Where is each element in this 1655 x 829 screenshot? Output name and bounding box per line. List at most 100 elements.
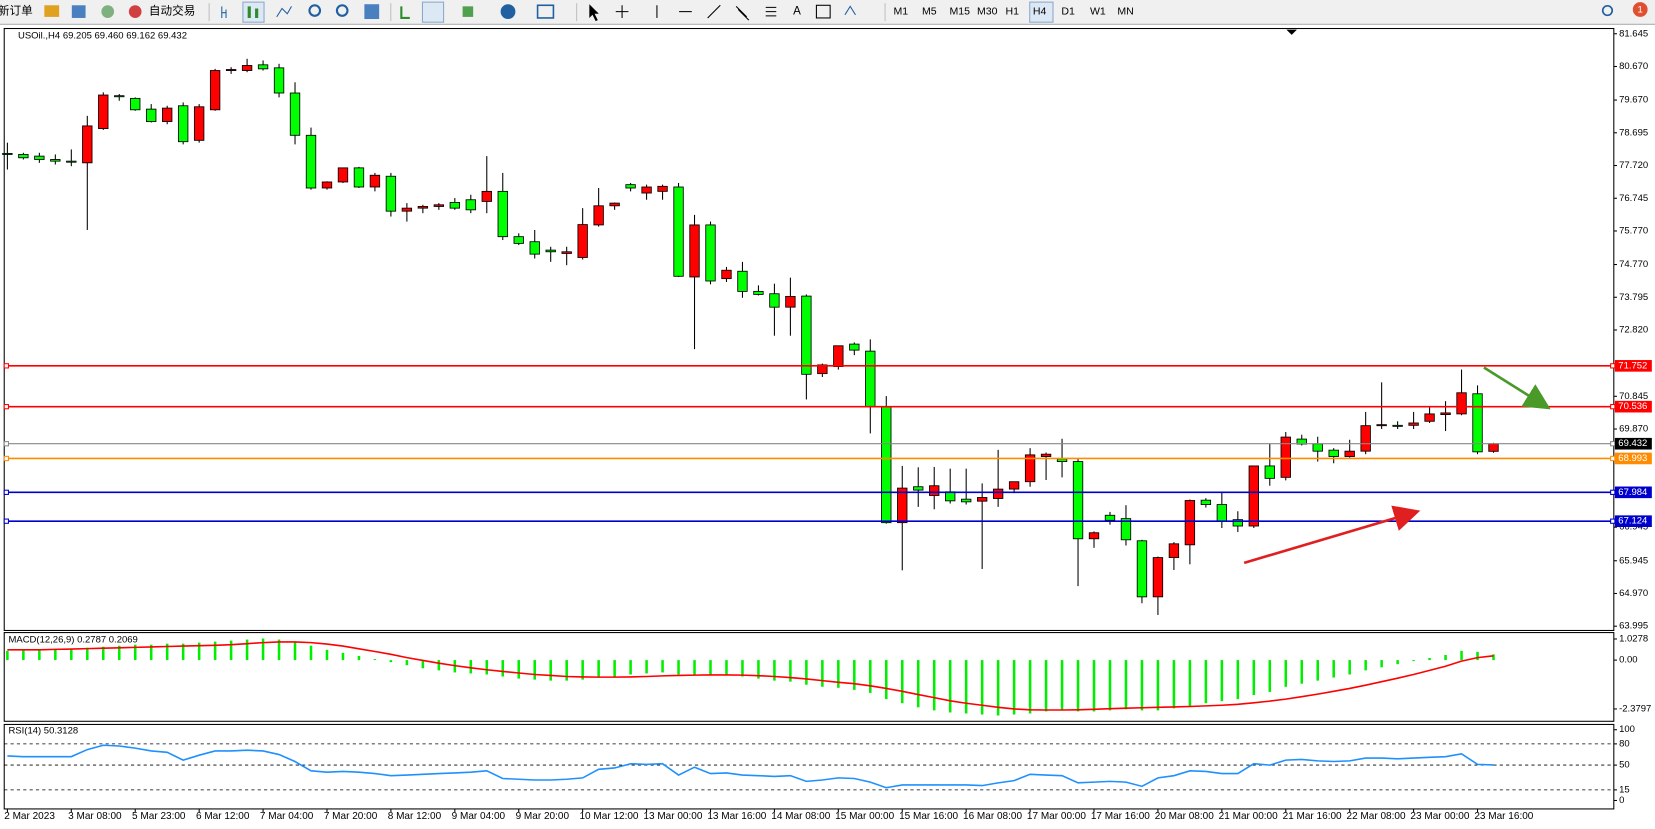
histogram-bar (661, 660, 664, 673)
x-tick-label: 15 Mar 00:00 (835, 811, 894, 822)
candle-body (657, 185, 668, 192)
histogram-bar (1268, 660, 1272, 692)
icon[interactable] (242, 1, 265, 23)
candle-body (737, 270, 748, 292)
candle-body (433, 204, 445, 207)
icon[interactable] (707, 4, 721, 19)
timeframe-button[interactable]: H1 (1005, 5, 1019, 17)
histogram-bar (1252, 660, 1256, 695)
histogram-bar (6, 650, 9, 661)
timeframe-button[interactable]: M15 (949, 5, 970, 17)
timeframe-button[interactable]: M30 (977, 5, 998, 17)
timeframe-button[interactable]: W1 (1090, 5, 1106, 17)
price-label: 70.536 (1618, 401, 1647, 412)
histogram-bar (1092, 660, 1096, 712)
chart-marks (2, 58, 1616, 791)
histogram-bar (1396, 660, 1399, 665)
icon[interactable] (276, 6, 292, 18)
histogram-bar (1140, 660, 1144, 711)
candle-body (1008, 481, 1020, 490)
icon[interactable] (421, 1, 445, 23)
histogram-bar (149, 644, 153, 661)
y-tick-label: 0 (1619, 795, 1624, 806)
histogram-bar (38, 649, 41, 661)
icon[interactable] (815, 4, 831, 19)
icon[interactable] (364, 4, 380, 20)
toolbar: 新订单 自动交易 A M1 M5 M15 M30 H1 H4 D1 W1 MN 1 (0, 1, 1648, 23)
icon[interactable] (308, 4, 322, 17)
level-handle (3, 489, 9, 495)
icon[interactable] (500, 4, 516, 20)
timeframe-button[interactable]: M1 (894, 5, 909, 17)
candle-body (2, 153, 13, 155)
notification-badge[interactable] (1632, 2, 1648, 17)
auto-trading-button[interactable]: 自动交易 (149, 4, 195, 18)
candle-body (897, 487, 908, 524)
histogram-bar (389, 660, 393, 663)
icon[interactable] (589, 4, 599, 22)
icon[interactable] (44, 5, 60, 17)
icon[interactable] (735, 5, 750, 21)
candle-body (1216, 504, 1228, 522)
histogram-bar (229, 640, 233, 661)
candle-body (929, 485, 940, 496)
histogram-bar (805, 660, 808, 685)
timeframe-button[interactable]: H4 (1033, 5, 1047, 17)
histogram-bar (373, 659, 377, 661)
price-label-bg (1614, 437, 1652, 450)
icon[interactable] (765, 6, 777, 17)
candle-body (577, 224, 588, 258)
candle-body (1360, 425, 1371, 452)
candle-body (769, 293, 780, 308)
histogram-bar (1380, 660, 1383, 668)
icon[interactable] (335, 4, 349, 17)
chart-shift-marker (1286, 29, 1297, 35)
candle-body (1312, 443, 1323, 452)
y-tick-label: 100 (1619, 724, 1635, 735)
y-tick-label: 75.770 (1619, 225, 1648, 236)
level-handle (3, 455, 9, 462)
candle-body (529, 241, 540, 255)
price-label: 68.993 (1618, 453, 1647, 464)
histogram-bar (1108, 660, 1112, 711)
icon[interactable] (615, 5, 629, 18)
icon[interactable] (71, 5, 86, 18)
icon[interactable] (462, 6, 474, 17)
candle-body (1136, 540, 1148, 598)
icon[interactable] (101, 5, 115, 18)
annotation-arrow (1243, 505, 1421, 565)
text-tool[interactable]: A (793, 5, 801, 18)
histogram-bar (916, 660, 920, 708)
candle-body (833, 345, 844, 368)
icon[interactable] (128, 5, 142, 18)
icon[interactable] (536, 4, 555, 19)
histogram-bar (70, 648, 73, 661)
timeframe-button[interactable]: MN (1117, 5, 1133, 17)
timeframe-button[interactable]: M5 (922, 5, 937, 17)
histogram-bar (837, 660, 840, 688)
histogram-bar (964, 660, 968, 714)
candle-body (465, 199, 476, 211)
new-order-button[interactable]: 新订单 (0, 4, 33, 18)
candle-body (1424, 413, 1435, 422)
candle-body (66, 160, 77, 163)
candle-body (1328, 449, 1339, 457)
histogram-bar (357, 655, 361, 661)
candle-body (369, 174, 381, 188)
candle-body (881, 406, 892, 524)
icon[interactable] (221, 6, 227, 18)
level-handle (3, 441, 9, 447)
icon[interactable] (400, 6, 410, 20)
annotation-arrow (1483, 366, 1551, 410)
x-tick-label: 23 Mar 00:00 (1410, 811, 1469, 822)
histogram-bar (773, 660, 776, 681)
candle-body (401, 207, 413, 212)
price-label: 69.432 (1618, 438, 1647, 449)
y-tick-label: 50 (1619, 760, 1630, 771)
level-handle (3, 363, 9, 369)
histogram-bar (1188, 660, 1192, 707)
search-icon[interactable] (1601, 4, 1614, 17)
timeframe-button[interactable]: D1 (1061, 5, 1075, 17)
icon[interactable] (844, 5, 856, 16)
candle-body (625, 184, 636, 189)
